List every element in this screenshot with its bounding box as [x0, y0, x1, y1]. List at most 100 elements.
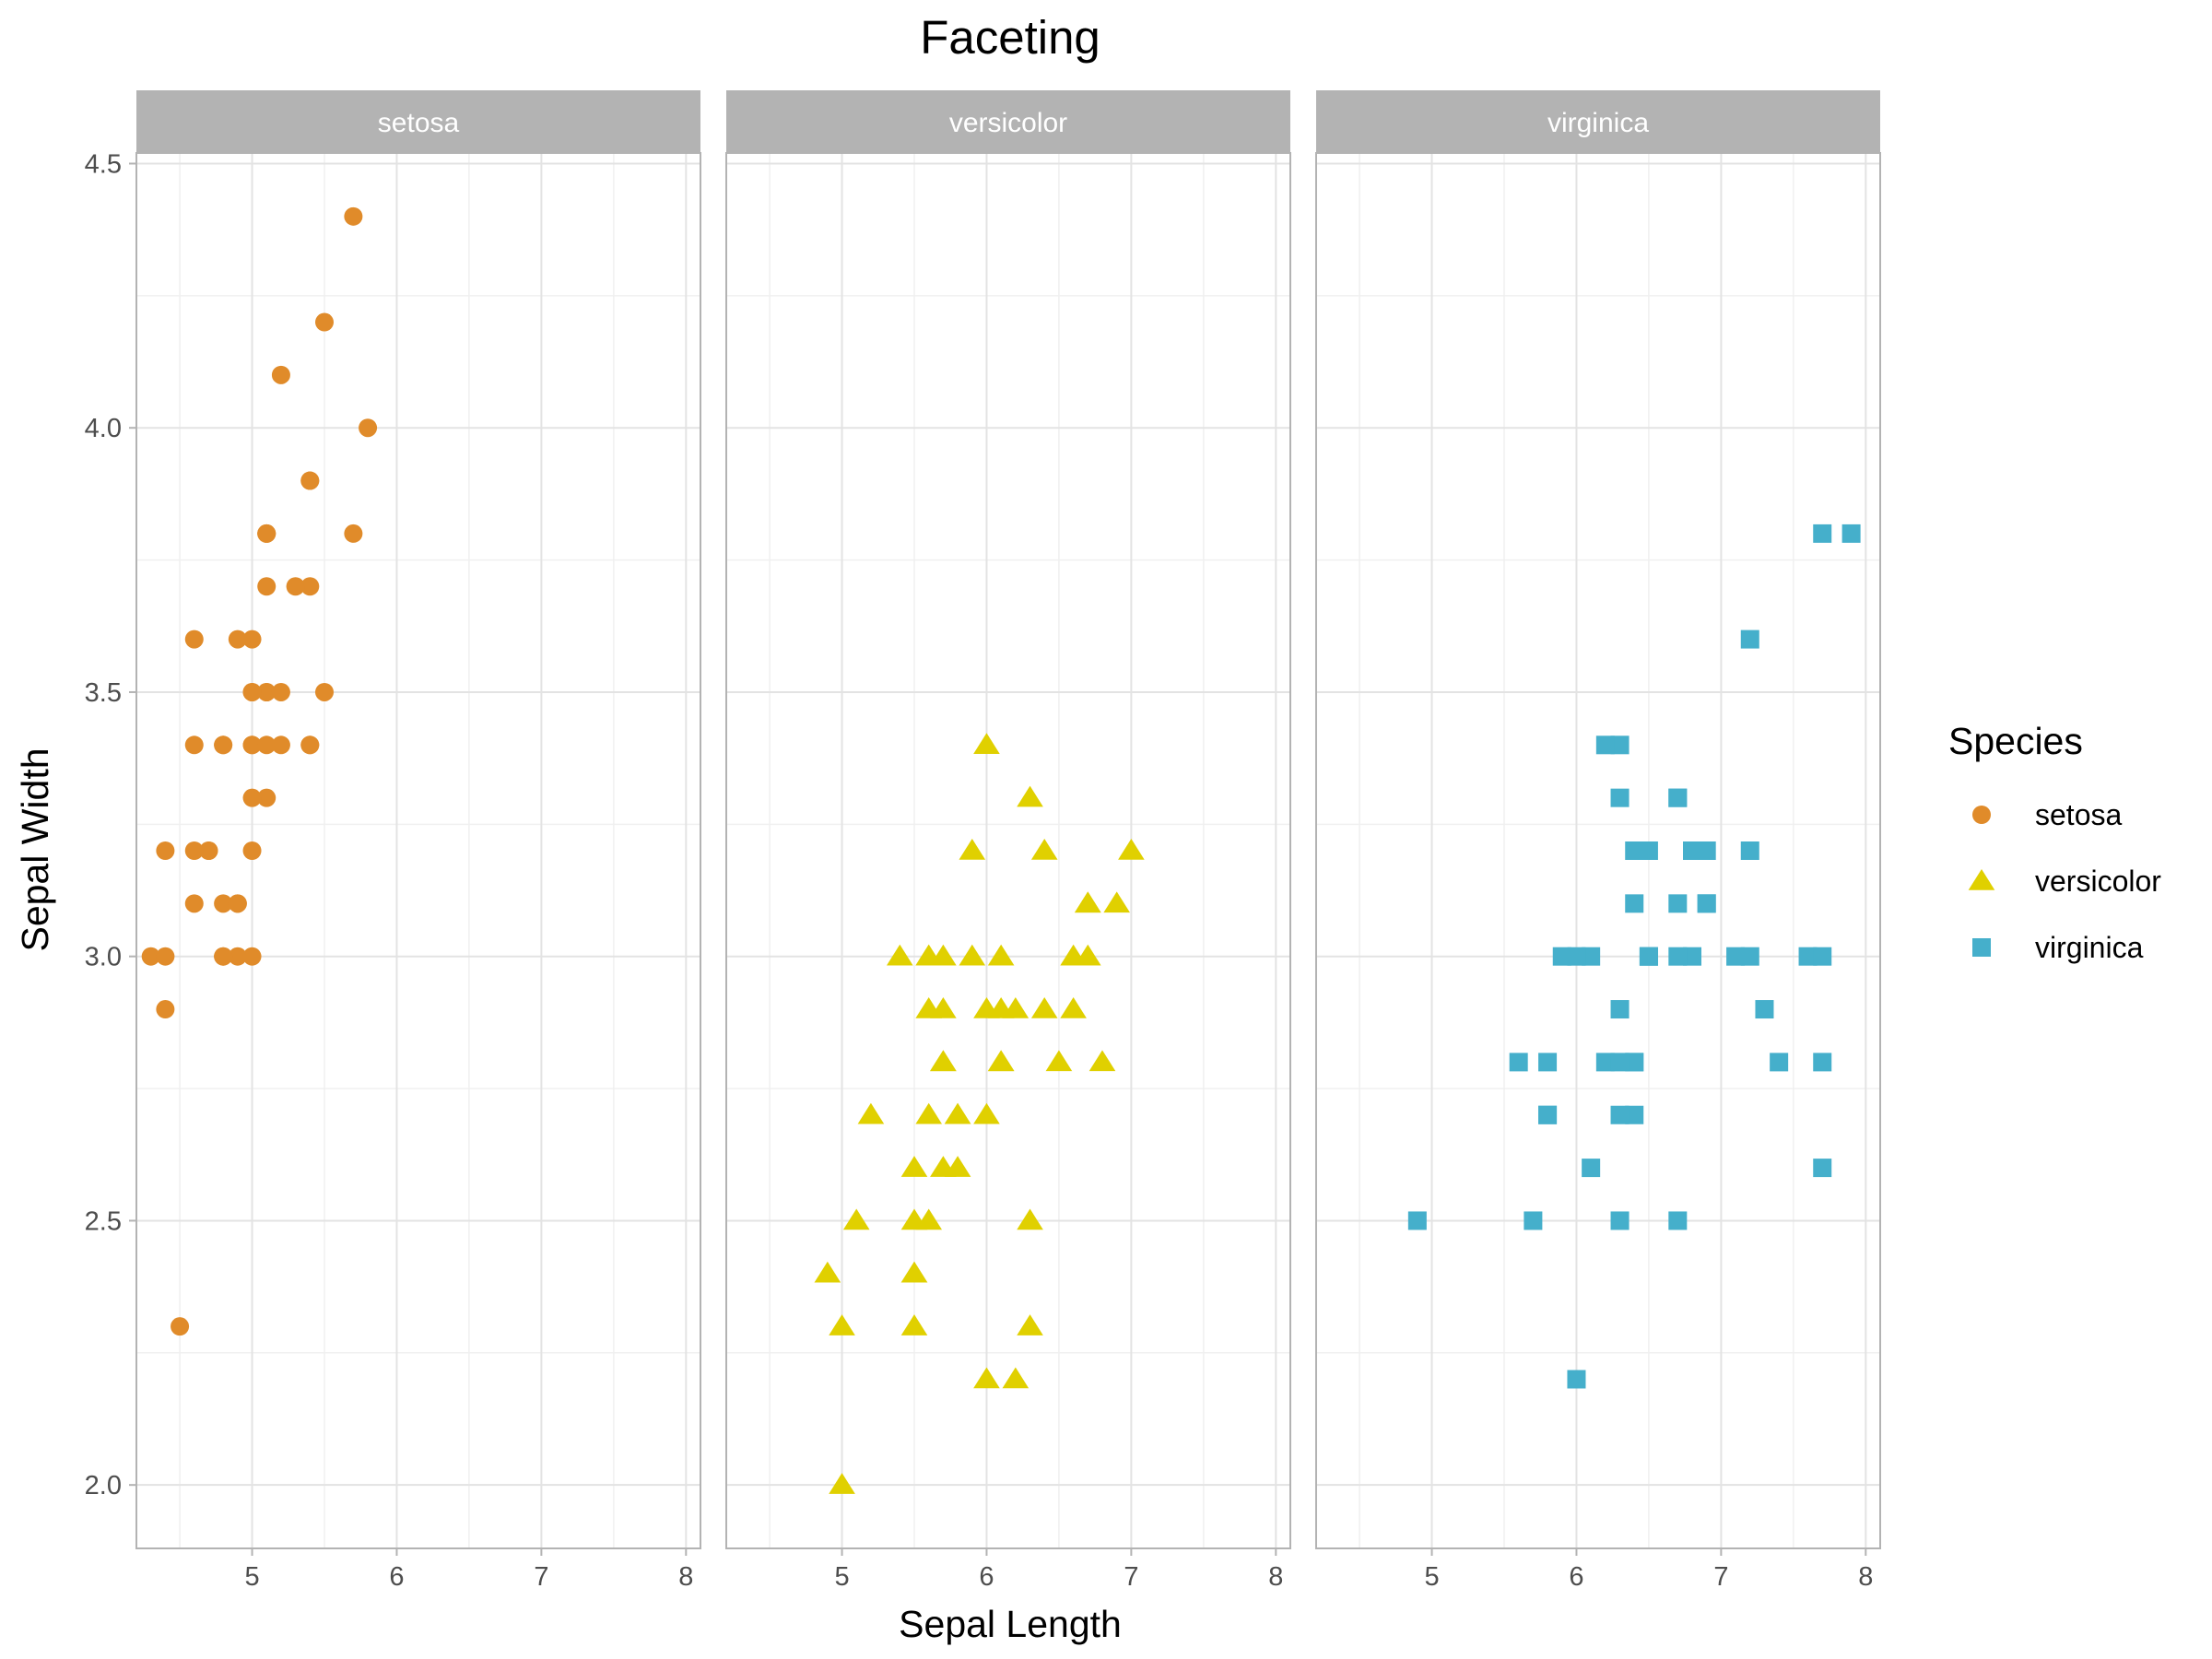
- legend-key-versicolor: [1968, 869, 1995, 890]
- data-point-virginica: [1610, 1053, 1630, 1072]
- data-point-versicolor: [959, 944, 986, 966]
- data-point-virginica: [1509, 1053, 1528, 1072]
- panel-border: [725, 152, 1291, 1549]
- data-point-versicolor: [887, 944, 913, 966]
- data-point-versicolor: [973, 733, 1000, 755]
- data-point-virginica: [1813, 1159, 1832, 1178]
- data-point-versicolor: [829, 1473, 855, 1494]
- data-point-versicolor: [944, 1156, 971, 1177]
- legend-label: versicolor: [2035, 865, 2161, 898]
- data-point-setosa: [228, 894, 247, 913]
- data-point-versicolor: [814, 1261, 841, 1283]
- data-point-setosa: [300, 471, 320, 490]
- data-point-setosa: [271, 682, 290, 701]
- data-point-setosa: [257, 788, 276, 807]
- data-point-virginica: [1697, 841, 1716, 860]
- data-point-virginica: [1740, 629, 1759, 649]
- x-tick-label: 5: [1424, 1562, 1439, 1592]
- data-point-versicolor: [1002, 1367, 1030, 1389]
- data-point-versicolor: [900, 1156, 928, 1177]
- data-point-setosa: [344, 206, 363, 226]
- data-point-virginica: [1697, 894, 1716, 913]
- facet-panels: setosa 5 6 7 8 2.0 2.5 3.0 3.5 4.0 4.5 versicolor 5 6…: [85, 90, 1881, 1592]
- data-point-virginica: [1668, 788, 1688, 807]
- x-tick-label: 5: [244, 1562, 259, 1592]
- facet-strip-label: versicolor: [949, 108, 1067, 138]
- data-point-virginica: [1407, 1211, 1427, 1230]
- data-point-setosa: [141, 947, 160, 966]
- x-tick-label: 6: [1569, 1562, 1583, 1592]
- data-point-versicolor: [1118, 839, 1145, 860]
- data-point-setosa: [257, 735, 276, 755]
- data-point-setosa: [344, 524, 363, 543]
- data-point-virginica: [1538, 1053, 1558, 1072]
- data-point-versicolor: [959, 839, 986, 860]
- data-point-versicolor: [1103, 891, 1130, 913]
- data-point-setosa: [300, 735, 320, 755]
- legend-entry-versicolor: versicolor: [1968, 865, 2161, 898]
- x-tick-label: 8: [678, 1562, 693, 1592]
- data-point-virginica: [1610, 1000, 1630, 1019]
- facet-panel-setosa: setosa 5 6 7 8 2.0 2.5 3.0 3.5 4.0 4.5: [85, 90, 701, 1592]
- data-points-virginica: [1407, 524, 1861, 1389]
- data-point-virginica: [1740, 841, 1759, 860]
- data-point-setosa: [228, 947, 247, 966]
- data-point-virginica: [1740, 947, 1759, 966]
- facet-panel-versicolor: versicolor 5 6 7 8: [725, 90, 1291, 1592]
- data-point-virginica: [1610, 788, 1630, 807]
- data-point-versicolor: [973, 1102, 1000, 1124]
- data-point-versicolor: [1075, 891, 1101, 913]
- data-point-versicolor: [900, 1261, 928, 1283]
- y-axis-title: Sepal Width: [14, 747, 56, 951]
- data-point-setosa: [171, 1317, 190, 1336]
- data-point-setosa: [359, 418, 378, 438]
- x-tick-label: 5: [834, 1562, 849, 1592]
- data-point-virginica: [1841, 524, 1861, 543]
- data-point-setosa: [228, 629, 247, 649]
- data-point-virginica: [1755, 1000, 1774, 1019]
- data-point-setosa: [214, 735, 233, 755]
- data-point-virginica: [1639, 947, 1658, 966]
- legend-label: virginica: [2035, 931, 2144, 964]
- data-point-virginica: [1582, 947, 1601, 966]
- data-point-virginica: [1625, 1105, 1644, 1124]
- y-tick-label: 2.0: [85, 1471, 122, 1500]
- y-tick-label: 2.5: [85, 1206, 122, 1236]
- x-tick-label: 7: [1713, 1562, 1728, 1592]
- legend-title: Species: [1948, 720, 2083, 762]
- x-tick-label: 6: [389, 1562, 404, 1592]
- data-point-setosa: [257, 682, 276, 701]
- data-point-virginica: [1567, 1370, 1586, 1389]
- x-tick-label: 8: [1858, 1562, 1873, 1592]
- data-point-virginica: [1625, 894, 1644, 913]
- data-point-virginica: [1610, 735, 1630, 755]
- data-point-virginica: [1813, 947, 1832, 966]
- data-point-versicolor: [973, 997, 1000, 1018]
- x-tick-label: 7: [1124, 1562, 1138, 1592]
- data-point-versicolor: [930, 1050, 957, 1072]
- data-point-virginica: [1610, 1211, 1630, 1230]
- data-point-versicolor: [1045, 1050, 1073, 1072]
- data-point-setosa: [271, 365, 290, 384]
- data-point-virginica: [1726, 947, 1746, 966]
- data-point-virginica: [1524, 1211, 1543, 1230]
- legend-key-virginica: [1972, 938, 1991, 957]
- data-point-virginica: [1567, 947, 1586, 966]
- x-tick-label: 7: [534, 1562, 548, 1592]
- data-point-virginica: [1668, 1211, 1688, 1230]
- data-point-versicolor: [1060, 997, 1087, 1018]
- data-point-setosa: [156, 947, 175, 966]
- data-point-virginica: [1582, 1159, 1601, 1178]
- data-point-versicolor: [842, 1208, 870, 1230]
- data-point-setosa: [315, 312, 334, 332]
- data-point-setosa: [242, 629, 262, 649]
- data-point-virginica: [1538, 1105, 1558, 1124]
- data-point-virginica: [1683, 841, 1701, 860]
- data-point-setosa: [242, 841, 262, 860]
- facet-strip-label: setosa: [378, 108, 460, 138]
- data-point-versicolor: [1017, 1314, 1043, 1335]
- data-point-versicolor: [973, 1367, 1000, 1389]
- data-point-versicolor: [1030, 997, 1058, 1018]
